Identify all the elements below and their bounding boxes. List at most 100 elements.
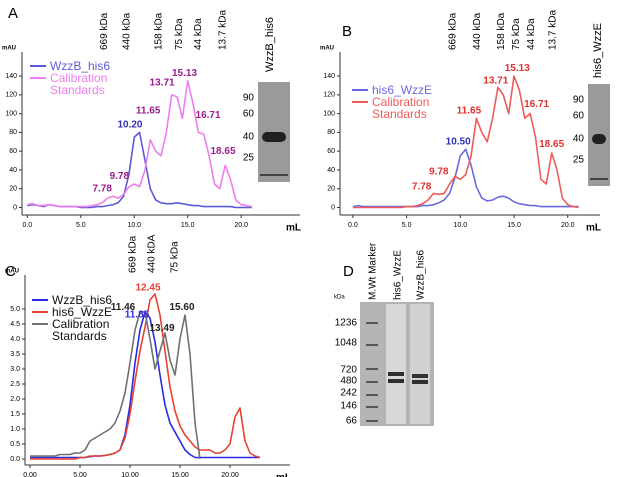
marker-band [366,406,378,408]
y-tick-label: 40 [9,167,17,174]
y-tick-label: 100 [323,110,335,117]
peak-label: 16.71 [524,99,549,110]
y-tick-label: 0 [331,204,335,211]
series-line [30,293,261,460]
series-line [30,311,201,460]
y-tick-label: 3.0 [10,366,20,373]
y-tick-label: 4.0 [10,336,20,343]
y-tick-label: 140 [323,73,335,80]
y-tick-label: 80 [9,129,17,136]
legend-entry: Calibration Standards [32,318,136,342]
peak-label: 9.78 [110,171,130,182]
y-tick-label: 60 [9,148,17,155]
gel-band [388,379,404,383]
y-tick-label: 5.0 [10,306,20,313]
series-line [27,80,253,208]
gel-lane [386,304,406,424]
y-tick-label: 2.5 [10,381,20,388]
standard-label: 13.7 kDa [218,10,229,50]
peak-label: 15.60 [169,302,194,313]
standard-label: 440 kDa [121,12,132,50]
standard-label: 440 kDa [472,12,483,50]
legend-swatch [32,311,48,313]
mw-label: 720 [340,365,357,376]
legend-swatch [32,299,48,301]
legend-text: his6_WzzE [52,305,113,319]
peak-label: 13.71 [483,75,508,86]
gel-band [262,132,286,142]
gel-band [260,174,288,176]
y-tick-label: 20 [9,186,17,193]
x-tick-label: 0.0 [22,222,32,229]
peak-label: 13.71 [150,77,175,88]
gel-marker: 90 [573,95,585,106]
legend: WzzB_his6 Calibration Standards [30,60,134,96]
peak-label: 11.85 [125,310,150,321]
x-axis-title: mL [586,223,601,234]
y-tick-label: 1.5 [10,411,20,418]
gel-marker: 60 [573,111,585,122]
mw-label: 480 [340,376,357,387]
y-tick-label: 120 [5,92,17,99]
peak-label: 11.65 [457,105,482,116]
y-tick-label: 2.0 [10,396,20,403]
y-tick-label: 1.0 [10,426,20,433]
gel-marker: 40 [243,132,255,143]
panel-label: D [343,263,354,280]
x-tick-label: 10.0 [127,222,141,229]
legend-entry: Calibration Standards [352,96,456,120]
gel-band [412,374,428,378]
standard-label: 44 kDa [193,18,204,50]
y-tick-label: 20 [327,186,335,193]
peak-label: 10.50 [446,136,471,147]
mw-label: 1236 [335,318,358,329]
gel-marker: 40 [573,134,585,145]
standard-label: 158 kDa [154,12,165,50]
legend-entry: WzzB_his6 [32,294,136,306]
marker-band [366,368,378,370]
gel-marker: 60 [243,109,255,120]
gel-band [388,372,404,376]
x-tick-label: 0.0 [348,222,358,229]
standard-label: 158 kDa [496,12,507,50]
standard-label: 669 kDa [128,235,139,273]
marker-band [366,394,378,396]
legend-swatch [30,65,46,67]
gel-marker: 90 [243,93,255,104]
x-tick-label: 10.00 [121,472,139,477]
y-tick-label: 3.5 [10,351,20,358]
y-axis-title: mAU [2,46,16,52]
standard-label: 13.7 kDa [547,10,558,50]
unit-label: kDa [334,295,345,301]
peak-label: 12.45 [135,283,160,294]
legend-text: WzzB_his6 [50,59,111,73]
legend-text: Calibration Standards [372,95,430,121]
gel-band [590,178,608,180]
legend-text: WzzB_his6 [52,293,113,307]
legend-text: Calibration Standards [50,71,108,97]
panel-label: B [342,23,352,40]
mw-label: 1048 [335,338,358,349]
x-axis-title: mL [286,223,301,234]
gel-band [592,134,606,144]
marker-band [366,420,378,422]
x-tick-label: 0.00 [23,472,37,477]
y-tick-label: 120 [323,92,335,99]
peak-label: 18.65 [210,146,235,157]
gel-band [412,380,428,384]
y-tick-label: 0 [13,204,17,211]
x-tick-label: 20.0 [561,222,575,229]
legend-swatch [30,77,46,79]
standard-label: 75 kDa [170,241,181,273]
x-tick-label: 5.00 [73,472,87,477]
legend-entry: his6_WzzE [352,84,456,96]
standard-label: 75 kDa [511,18,522,50]
peak-label: 15.13 [505,63,530,74]
standard-label: 75 kDa [174,18,185,50]
legend-swatch [352,89,368,91]
panel-label: C [5,263,16,280]
legend-entry: his6_WzzE [32,306,136,318]
x-tick-label: 15.0 [507,222,521,229]
legend-swatch [32,323,48,325]
lane-label: M.Wt Marker [368,242,379,300]
